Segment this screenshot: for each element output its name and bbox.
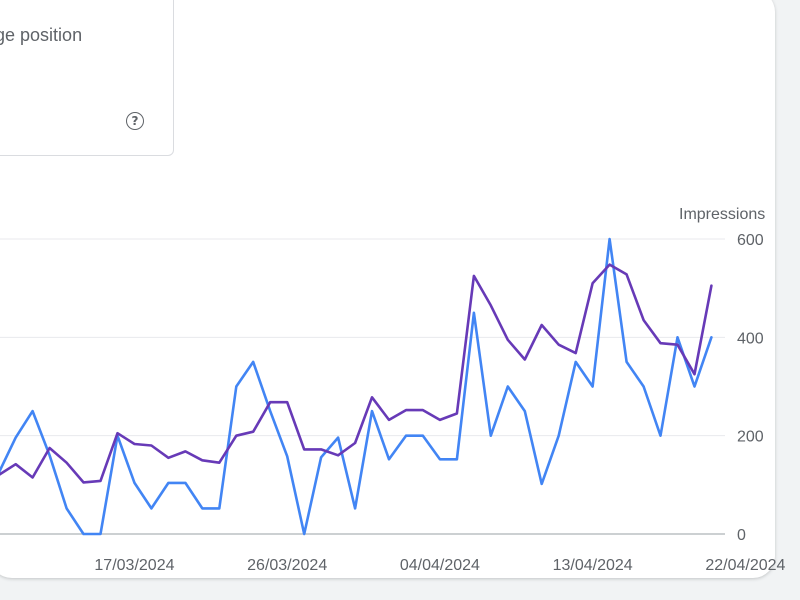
y-tick-label-600: 600 [737,232,764,249]
series-line-blue [0,237,713,536]
average-position-metric-card[interactable]: erage position .5 ? [0,0,174,156]
metric-label: erage position [0,25,83,45]
x-tick-label: 04/04/2024 [400,557,480,574]
x-tick-label: 26/03/2024 [247,557,327,574]
x-tick-label: 13/04/2024 [553,557,633,574]
y-tick-label-0: 0 [737,527,746,544]
help-icon[interactable]: ? [126,112,144,130]
x-tick-label: 22/04/2024 [705,557,785,574]
right-axis-title: Impressions [679,206,765,223]
x-tick-label: 17/03/2024 [94,557,174,574]
performance-card: erage position .5 ? [0,0,775,578]
y-tick-label-400: 400 [737,330,764,347]
series-line-purple [0,263,713,484]
y-tick-label-200: 200 [737,429,764,446]
